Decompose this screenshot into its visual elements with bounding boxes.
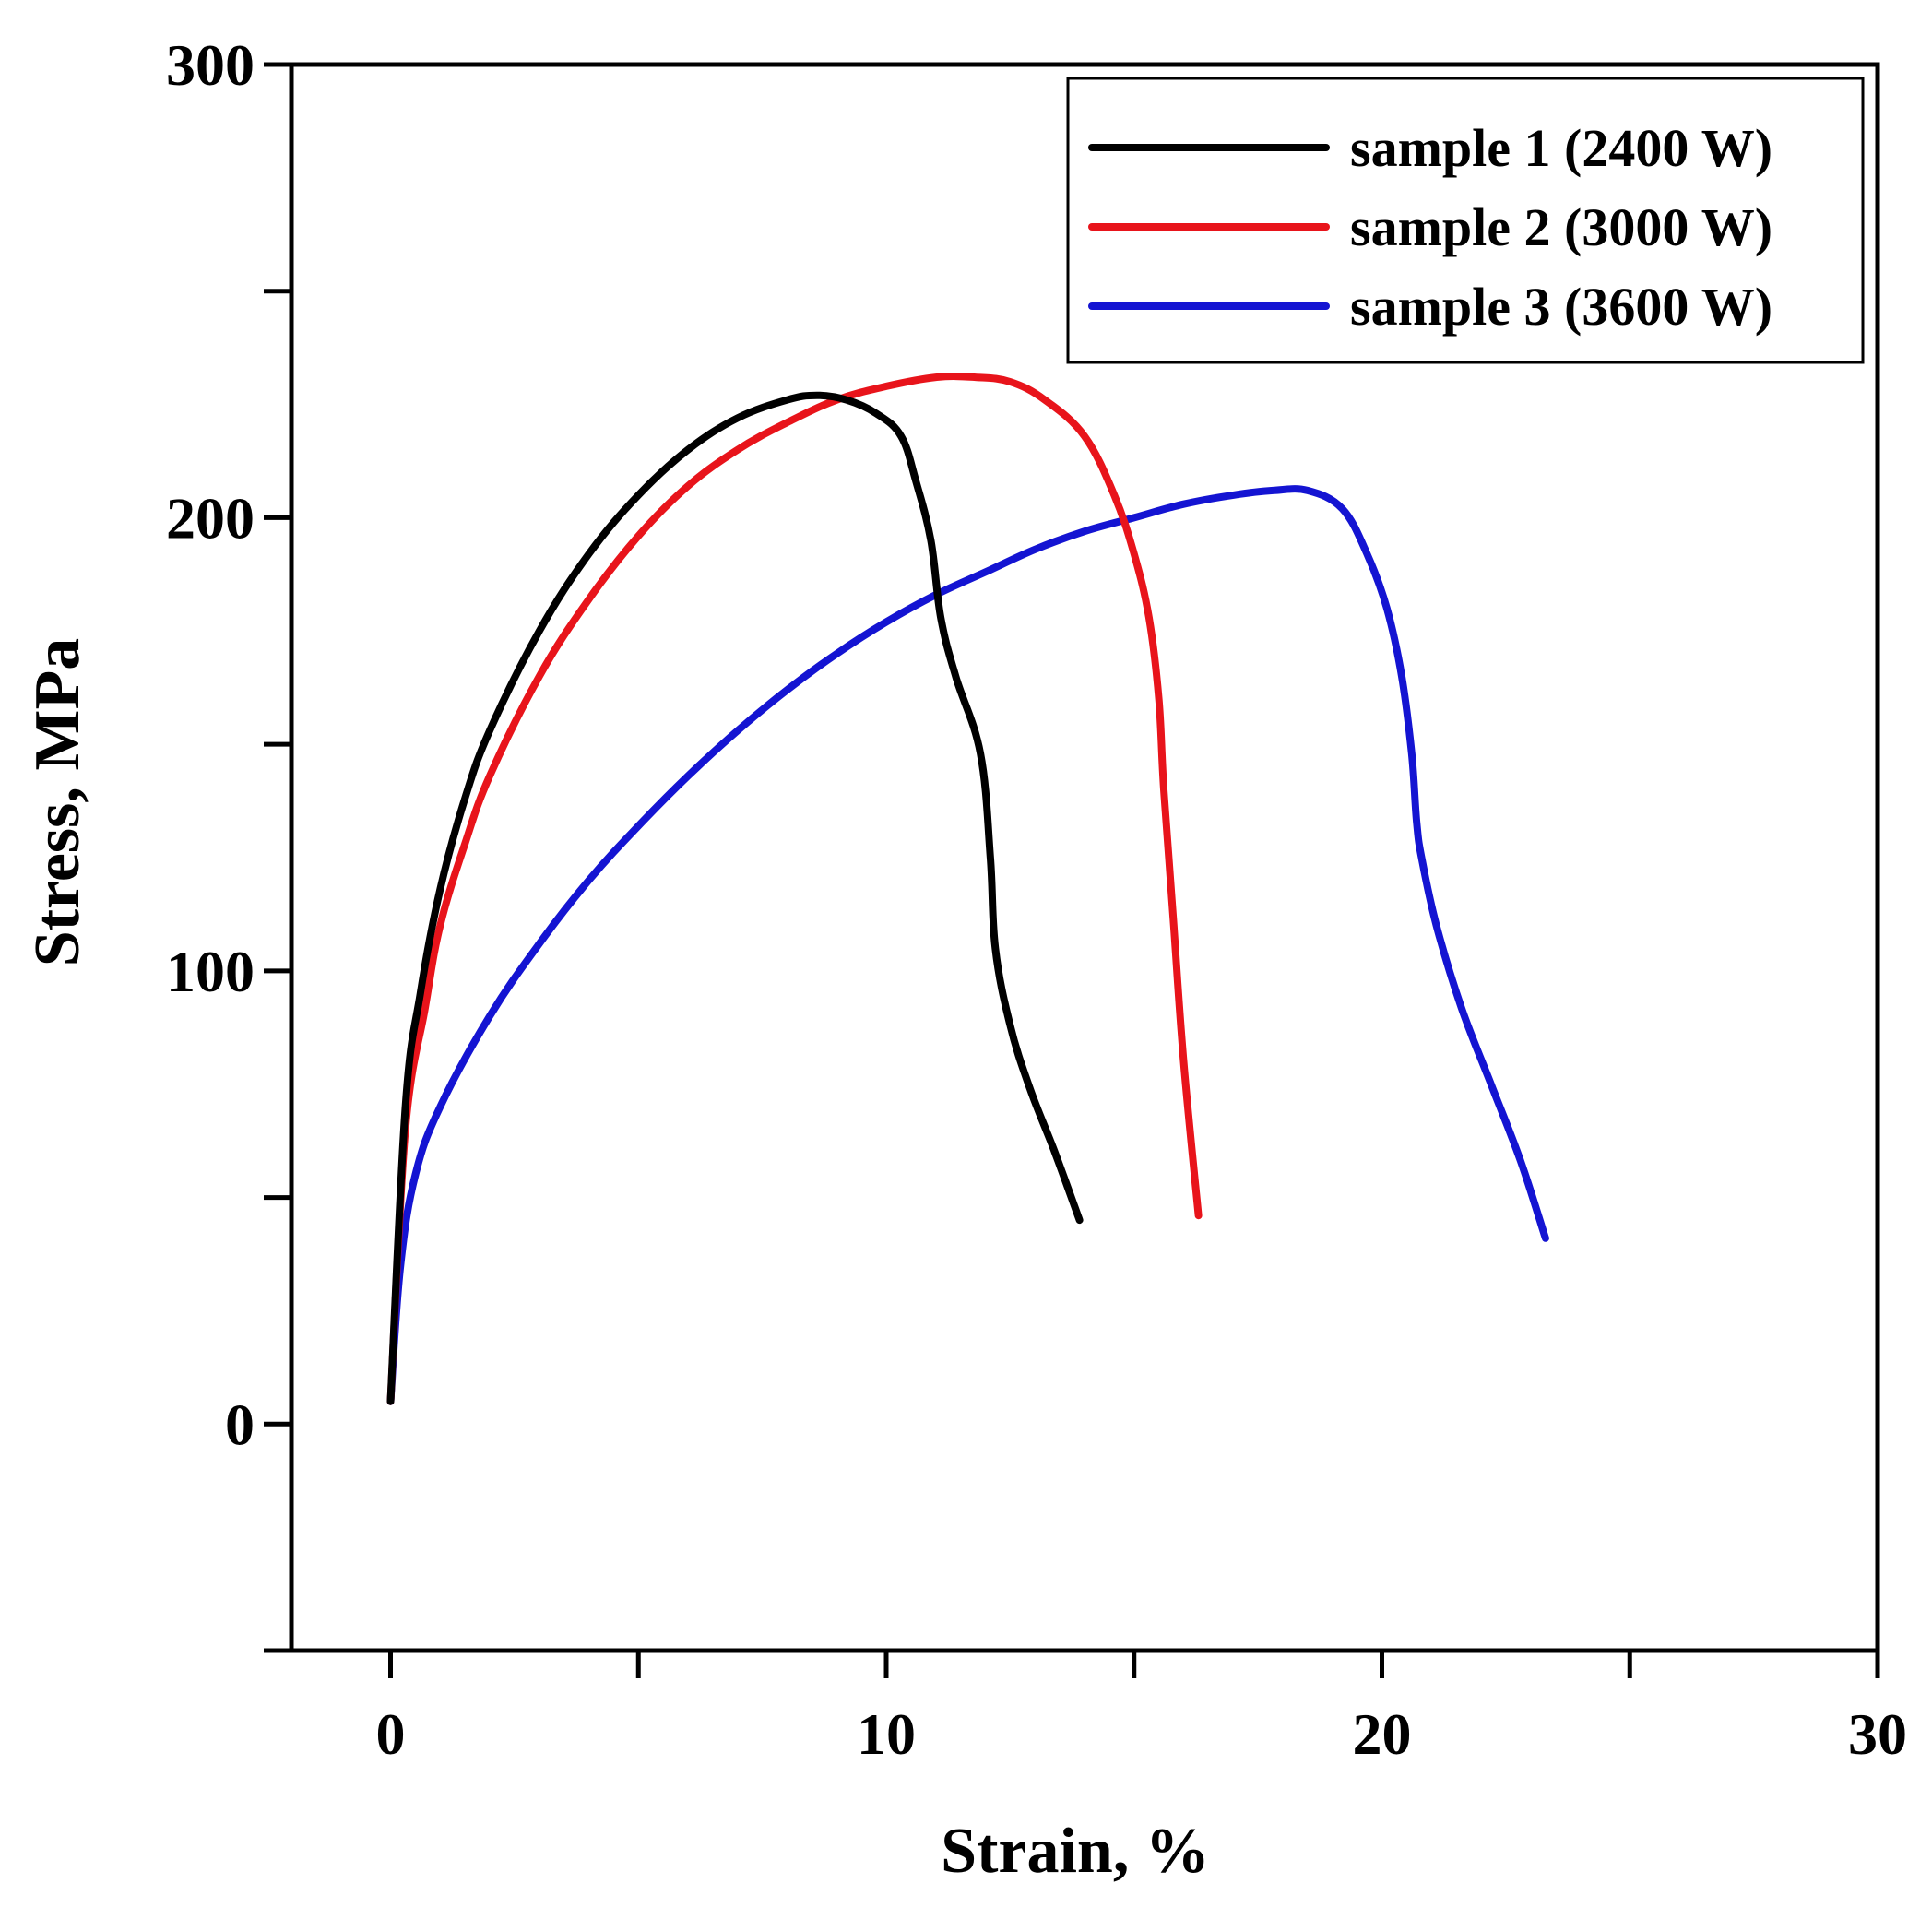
x-axis-title: Strain, %	[941, 1816, 1210, 1887]
legend-label-1: sample 1 (2400 W)	[1350, 118, 1772, 178]
x-tick-label: 30	[1848, 1701, 1907, 1767]
y-tick-label: 0	[225, 1392, 255, 1457]
series-line-2	[386, 373, 1203, 1405]
y-tick-label: 200	[166, 485, 255, 551]
y-axis-title: Stress, MPa	[22, 638, 93, 966]
plot-frame	[289, 62, 1880, 1653]
legend: sample 1 (2400 W) sample 2 (3000 W) sample…	[1066, 77, 1865, 364]
x-tick-label: 10	[857, 1701, 916, 1767]
series-line-1	[386, 391, 1084, 1405]
x-tick-label: 0	[376, 1701, 406, 1767]
axes-layer: 0 100 200 300 0 10 20 30	[166, 32, 1907, 1767]
x-tick-label: 20	[1353, 1701, 1412, 1767]
y-tick-label: 300	[166, 32, 255, 98]
series-line-3	[386, 485, 1549, 1405]
series-layer	[386, 373, 1549, 1405]
legend-label-2: sample 2 (3000 W)	[1350, 197, 1772, 257]
legend-label-3: sample 3 (3600 W)	[1350, 277, 1772, 337]
legend-box	[1066, 77, 1865, 364]
y-tick-label: 100	[166, 939, 255, 1004]
